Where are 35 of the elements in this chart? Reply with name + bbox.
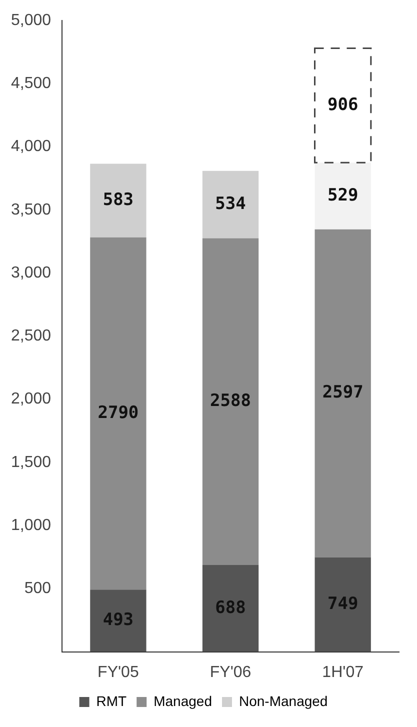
- x-tick-label: FY'06: [210, 664, 252, 681]
- bar: [202, 238, 259, 565]
- bar: [202, 170, 259, 238]
- bar: [314, 229, 371, 558]
- y-tick-label: 3,000: [10, 264, 52, 282]
- y-tick-label: 2,000: [10, 390, 52, 408]
- y-tick-label: 3,500: [10, 201, 52, 218]
- legend-label: RMT: [96, 692, 128, 709]
- data-label: 2790: [98, 402, 139, 423]
- bar: [90, 164, 146, 238]
- data-label: 534: [215, 194, 246, 214]
- x-tick-label: 1H'07: [322, 664, 364, 681]
- x-tick-label: FY'05: [98, 664, 139, 681]
- bar: [202, 564, 259, 652]
- y-tick-label: 4,500: [10, 75, 52, 92]
- data-label: 688: [215, 598, 246, 618]
- y-tick-label: 4,000: [10, 138, 52, 156]
- bar: [90, 237, 146, 590]
- legend-label: Non-Managed: [238, 692, 328, 709]
- legend-label: Managed: [154, 692, 212, 709]
- y-tick-label: 500: [24, 580, 52, 598]
- data-label: 749: [327, 594, 358, 614]
- y-tick-label: 1,000: [10, 516, 52, 534]
- data-label: 906: [327, 94, 358, 115]
- y-tick-label: 1,500: [10, 454, 52, 471]
- y-tick-label: 5,000: [10, 12, 52, 30]
- y-tick-label: 2,500: [10, 328, 52, 345]
- data-label: 2597: [322, 382, 364, 403]
- bar: [90, 590, 146, 652]
- data-label: 583: [102, 190, 134, 210]
- bar: [314, 162, 371, 230]
- data-label: 529: [327, 185, 358, 206]
- bar: [314, 557, 371, 652]
- data-label: 2588: [210, 391, 251, 412]
- data-label: 493: [102, 610, 134, 630]
